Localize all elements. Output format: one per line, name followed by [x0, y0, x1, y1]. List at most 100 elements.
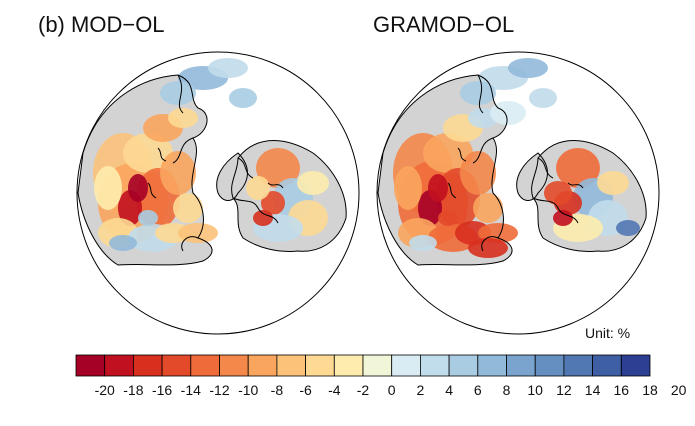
colorbar: [75, 354, 651, 377]
anomaly-patch: [229, 88, 257, 108]
colorbar-swatch: [534, 354, 565, 377]
colorbar-tick-label: -12: [209, 382, 230, 398]
coastline: [77, 74, 213, 266]
anomaly-patch: [128, 174, 148, 202]
colorbar-tick-label: -14: [180, 382, 201, 398]
colorbar-swatch: [333, 354, 364, 377]
unit-label: Unit: %: [585, 325, 631, 341]
disc-outline: [76, 51, 360, 335]
anomaly-patch: [94, 166, 122, 210]
colorbar-tick-label: 10: [527, 382, 543, 398]
anomaly-patch: [544, 181, 572, 205]
colorbar-swatch: [132, 354, 163, 377]
anomaly-patch: [409, 235, 437, 251]
colorbar-swatch: [506, 354, 536, 377]
anomaly-patch: [553, 210, 573, 226]
anomaly-patch: [490, 101, 526, 125]
anomaly-patch: [253, 210, 273, 226]
colorbar-tick-labels: -20 -18 -16 -14 -12 -10 -8 -6 -4 -2 0 2 4 6 8 10 12 14 16 1…: [0, 382, 695, 402]
coastline: [532, 157, 579, 224]
colorbar-swatch: [190, 354, 220, 377]
anomaly-patch: [394, 166, 422, 210]
anomaly-patch: [256, 148, 300, 188]
coastline: [232, 157, 279, 224]
anomaly-patch: [208, 58, 248, 78]
colorbar-swatch: [219, 354, 249, 377]
anomaly-patch: [438, 210, 458, 226]
coastline: [447, 147, 584, 199]
colorbar-swatch: [75, 354, 106, 377]
anomaly-patch: [138, 210, 158, 226]
colorbar-swatch: [563, 354, 594, 377]
anomaly-patch: [468, 238, 508, 258]
colorbar-swatch: [247, 354, 278, 377]
colorbar-tick-label: -4: [328, 382, 341, 398]
land-mask: [216, 153, 248, 201]
colorbar-swatch: [477, 354, 507, 377]
anomaly-patch: [261, 191, 285, 215]
anomaly-patch: [246, 176, 270, 200]
colorbar-tick-label: -16: [151, 382, 173, 398]
anomaly-patch: [297, 171, 329, 195]
colorbar-swatch: [391, 354, 421, 377]
colorbar-tick-label: 6: [473, 382, 482, 398]
colorbar-tick-label: -10: [238, 382, 259, 398]
colorbar-swatch: [620, 354, 651, 377]
anomaly-patch: [123, 133, 173, 173]
colorbar-swatch: [448, 354, 479, 377]
colorbar-swatch: [362, 354, 393, 377]
panel-title-gramod-ol: GRAMOD−OL: [373, 12, 515, 37]
colorbar-tick-label: 4: [445, 382, 453, 398]
anomaly-patch: [109, 235, 137, 251]
disc-outline: [376, 51, 660, 335]
colorbar-swatch: [305, 354, 335, 377]
coastline: [231, 140, 347, 252]
colorbar-swatch: [276, 354, 306, 377]
land-mask: [516, 153, 548, 201]
coastline: [377, 74, 513, 266]
colorbar-tick-label: 14: [584, 382, 601, 398]
anomaly-patch: [556, 148, 600, 188]
anomaly-patch: [597, 171, 629, 195]
colorbar-swatch: [104, 354, 134, 377]
colorbar-tick-label: 2: [416, 382, 425, 398]
colorbar-tick-label: 8: [502, 382, 511, 398]
colorbar-tick-label: 12: [556, 382, 572, 398]
coastline: [531, 140, 647, 252]
anomaly-patch: [473, 193, 503, 223]
anomaly-patch: [460, 81, 496, 105]
anomaly-patch: [160, 151, 196, 195]
colorbar-tick-label: 20: [670, 382, 687, 398]
coastline: [516, 152, 548, 201]
coastline: [172, 74, 199, 252]
coastline: [216, 152, 248, 201]
coastline: [472, 74, 499, 252]
anomaly-patch: [160, 81, 196, 105]
panel-title-left: (b) MOD−OL: [38, 12, 165, 38]
colorbar-swatch: [592, 354, 622, 377]
anomaly-patch: [428, 174, 448, 202]
colorbar-swatch: [161, 354, 192, 377]
anomaly-patch: [168, 108, 198, 128]
anomaly-patch: [616, 220, 640, 236]
colorbar-tick-label: -18: [123, 382, 144, 398]
colorbar-tick-label: 0: [387, 382, 396, 398]
coastline: [147, 147, 284, 199]
map-panel-mod-ol: [77, 52, 359, 334]
panel-title-mod-ol: MOD−OL: [71, 12, 165, 37]
anomaly-patch: [508, 58, 548, 78]
anomaly-patch: [173, 193, 203, 223]
colorbar-tick-label: 18: [642, 382, 658, 398]
anomaly-patch: [423, 133, 473, 173]
anomaly-patch: [529, 88, 557, 108]
anomaly-patch: [460, 151, 496, 195]
colorbar-swatch: [419, 354, 450, 377]
panel-label: (b): [38, 12, 65, 37]
colorbar-tick-label: -6: [299, 382, 312, 398]
colorbar-tick-label: -8: [270, 382, 284, 398]
colorbar-tick-label: 16: [613, 382, 630, 398]
colorbar-tick-label: -2: [356, 382, 370, 398]
colorbar-tick-label: -20: [94, 382, 115, 398]
